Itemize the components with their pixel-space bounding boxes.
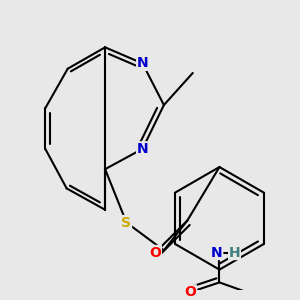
Text: N: N (137, 56, 148, 70)
Text: O: O (185, 285, 197, 299)
Text: O: O (149, 245, 161, 260)
Text: N: N (137, 142, 148, 156)
Text: S: S (122, 216, 131, 230)
Text: H: H (229, 245, 240, 260)
Text: N: N (211, 245, 223, 260)
